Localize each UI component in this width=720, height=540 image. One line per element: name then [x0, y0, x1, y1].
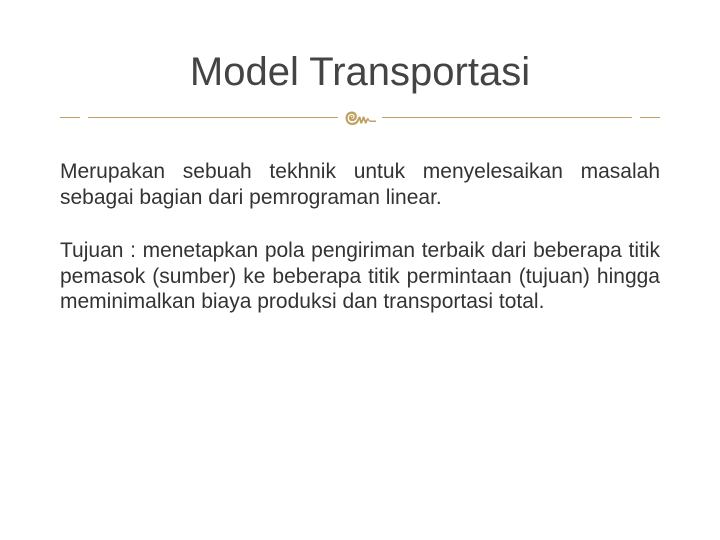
- slide-title: Model Transportasi: [60, 50, 660, 95]
- divider-line-left: [88, 117, 338, 118]
- flourish-icon: ๛: [338, 103, 382, 131]
- divider-gap: [632, 117, 640, 118]
- paragraph-1: Merupakan sebuah tekhnik untuk menyelesa…: [60, 159, 660, 210]
- title-divider: ๛: [60, 103, 660, 131]
- divider-segment: [640, 117, 660, 118]
- divider-segment: [60, 117, 80, 118]
- divider-line-right: [382, 117, 632, 118]
- paragraph-2: Tujuan : menetapkan pola pengiriman terb…: [60, 238, 660, 315]
- divider-gap: [80, 117, 88, 118]
